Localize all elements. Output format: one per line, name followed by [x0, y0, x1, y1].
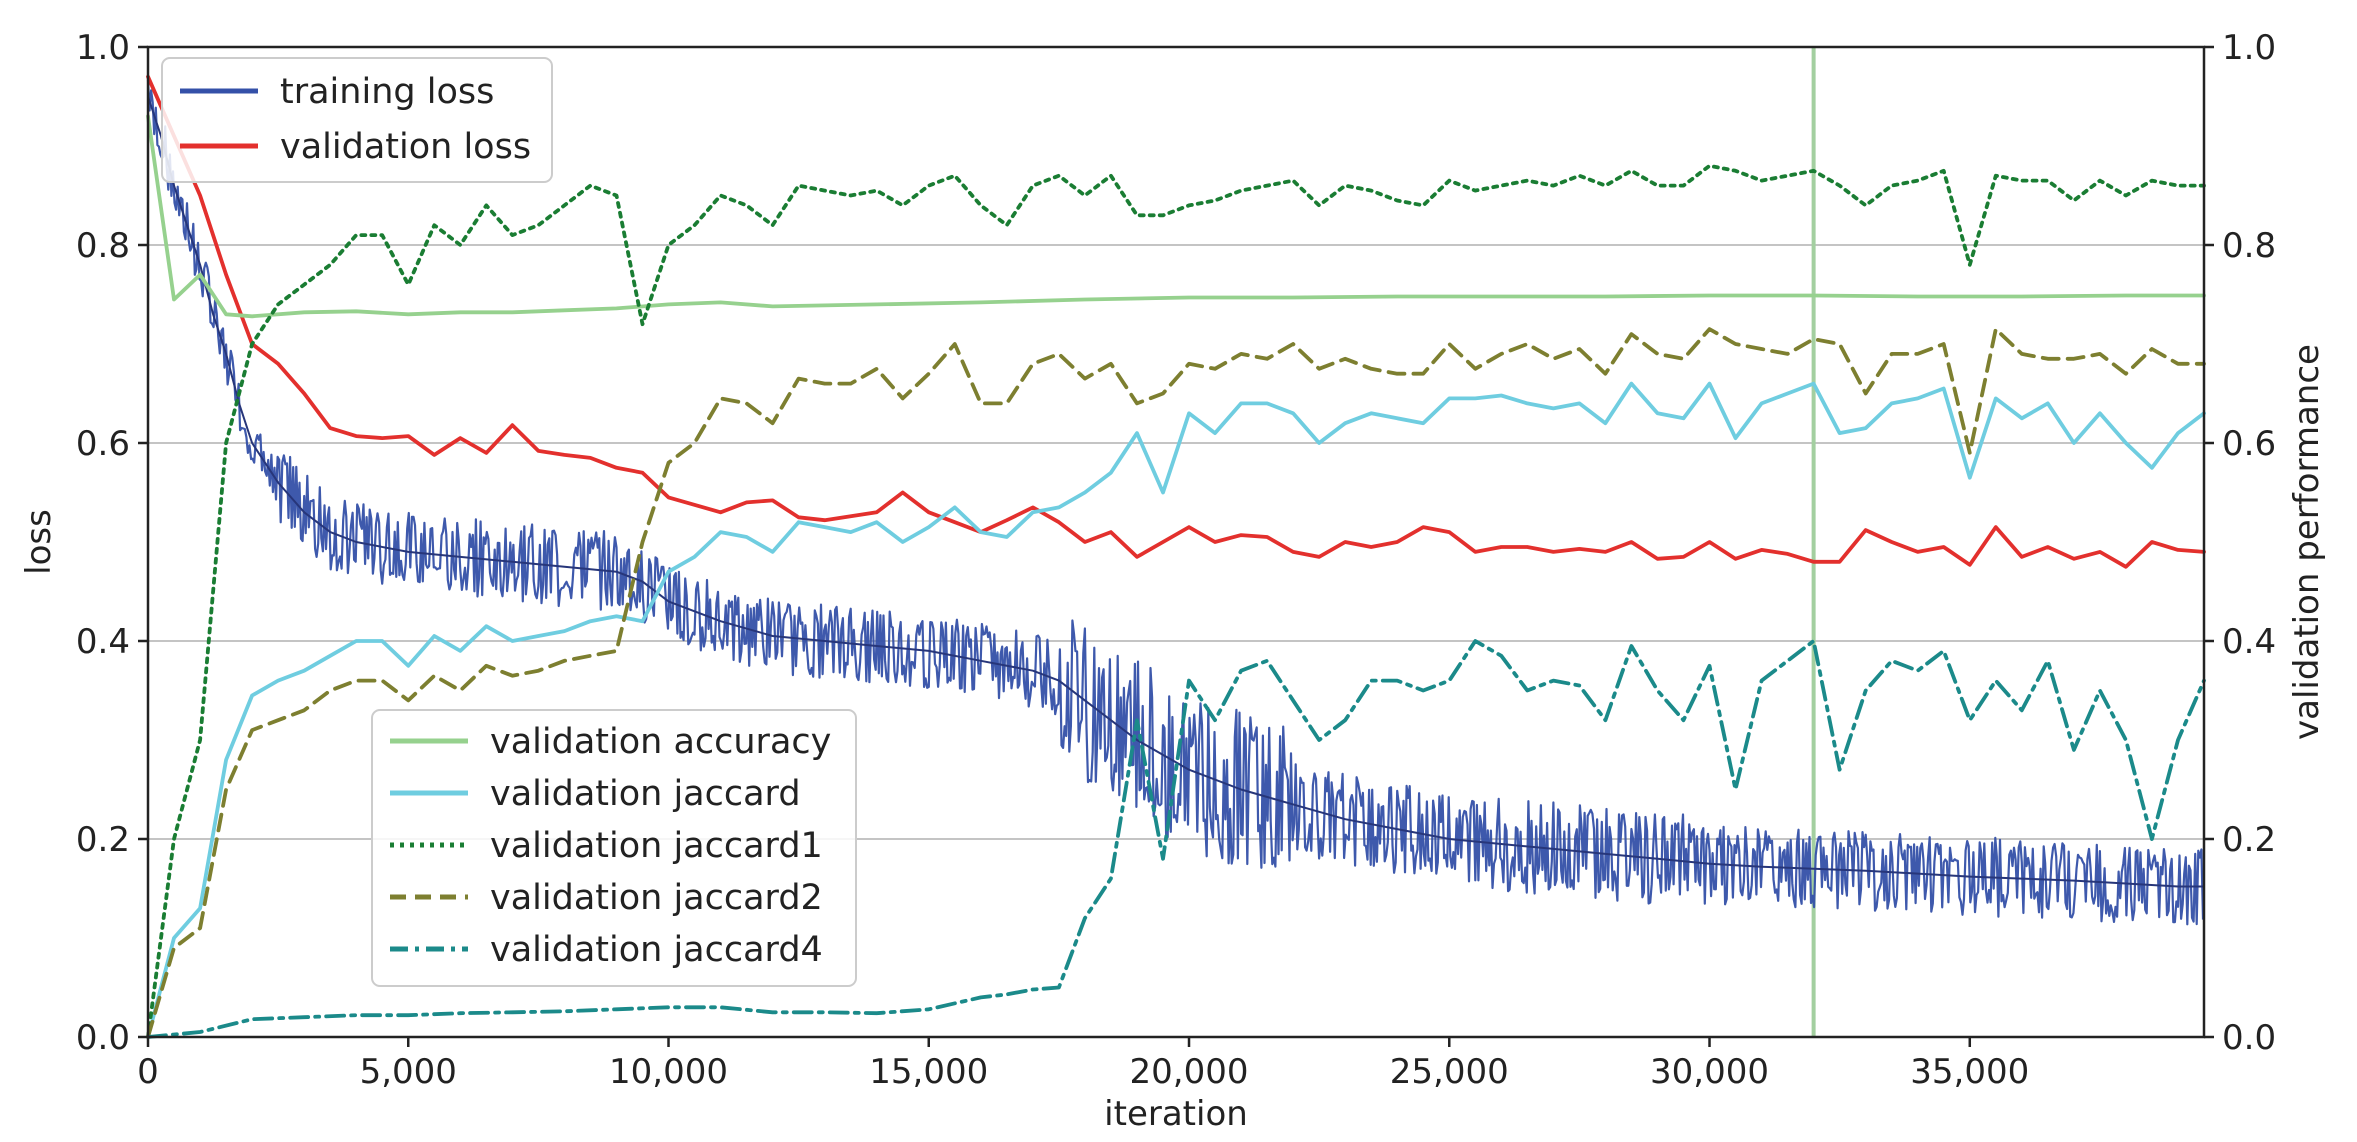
training-loss-band-layer [146, 79, 2205, 926]
series-layer [146, 74, 2206, 1039]
x-tick-label: 15,000 [869, 1052, 988, 1092]
axis-layer [146, 45, 2206, 1039]
series-line-validation-loss [146, 74, 2206, 569]
legend-upper-left: training loss validation loss [161, 57, 553, 183]
legend-upper-left-box [161, 57, 553, 183]
y2-tick-label: 0.0 [2222, 1018, 2276, 1058]
series-line-validation-jaccard2 [146, 327, 2206, 1039]
y-tick-label: 1.0 [76, 28, 130, 68]
x-ticks: 0 5,000 10,000 15,000 20,000 25,000 30,000 35,0… [137, 1037, 2029, 1092]
legend-label-validation-jaccard2: validation jaccard2 [490, 878, 823, 918]
x-axis-title: iteration [1104, 1094, 1248, 1134]
x-tick-label: 5,000 [360, 1052, 457, 1092]
y-tick-label: 0.4 [76, 622, 130, 662]
y2-tick-label: 0.6 [2222, 424, 2276, 464]
series-line-validation-jaccard1 [146, 163, 2206, 1039]
y2-axis-title: validation performance [2287, 344, 2327, 740]
legend-label-training-loss: training loss [280, 72, 494, 112]
y-tick-label: 0.6 [76, 424, 130, 464]
y2-ticks: 0.0 0.2 0.4 0.6 0.8 1.0 [2204, 28, 2276, 1058]
x-tick-label: 0 [137, 1052, 159, 1092]
legend-label-validation-jaccard1: validation jaccard1 [490, 826, 823, 866]
series-band-training-loss [146, 79, 2205, 926]
legend-label-validation-accuracy: validation accuracy [490, 722, 831, 762]
y2-tick-label: 0.2 [2222, 820, 2276, 860]
legend-label-validation-jaccard: validation jaccard [490, 774, 801, 814]
x-tick-label: 20,000 [1130, 1052, 1249, 1092]
y2-tick-label: 0.8 [2222, 226, 2276, 266]
legend-lower-center-box [371, 709, 857, 987]
legend-label-validation-jaccard4: validation jaccard4 [490, 930, 823, 970]
y-axis-title: loss [19, 509, 59, 575]
series-line-validation-accuracy [146, 114, 2206, 319]
legend-lower-center: validation accuracy validation jaccard v… [371, 709, 857, 987]
y-tick-label: 0.8 [76, 226, 130, 266]
y2-tick-label: 1.0 [2222, 28, 2276, 68]
x-tick-label: 10,000 [609, 1052, 728, 1092]
x-tick-label: 25,000 [1390, 1052, 1509, 1092]
series-line-validation-jaccard [146, 381, 2206, 1039]
series-line-training-loss [147, 95, 2205, 888]
y-ticks: 0.0 0.2 0.4 0.6 0.8 1.0 [76, 28, 148, 1058]
y-tick-label: 0.0 [76, 1018, 130, 1058]
legend-label-validation-loss: validation loss [280, 127, 531, 167]
x-tick-label: 35,000 [1910, 1052, 2029, 1092]
x-tick-label: 30,000 [1650, 1052, 1769, 1092]
y-tick-label: 0.2 [76, 820, 130, 860]
plot-frame [146, 45, 2206, 1039]
series-line-validation-jaccard4 [146, 639, 2206, 1039]
y2-tick-label: 0.4 [2222, 622, 2276, 662]
